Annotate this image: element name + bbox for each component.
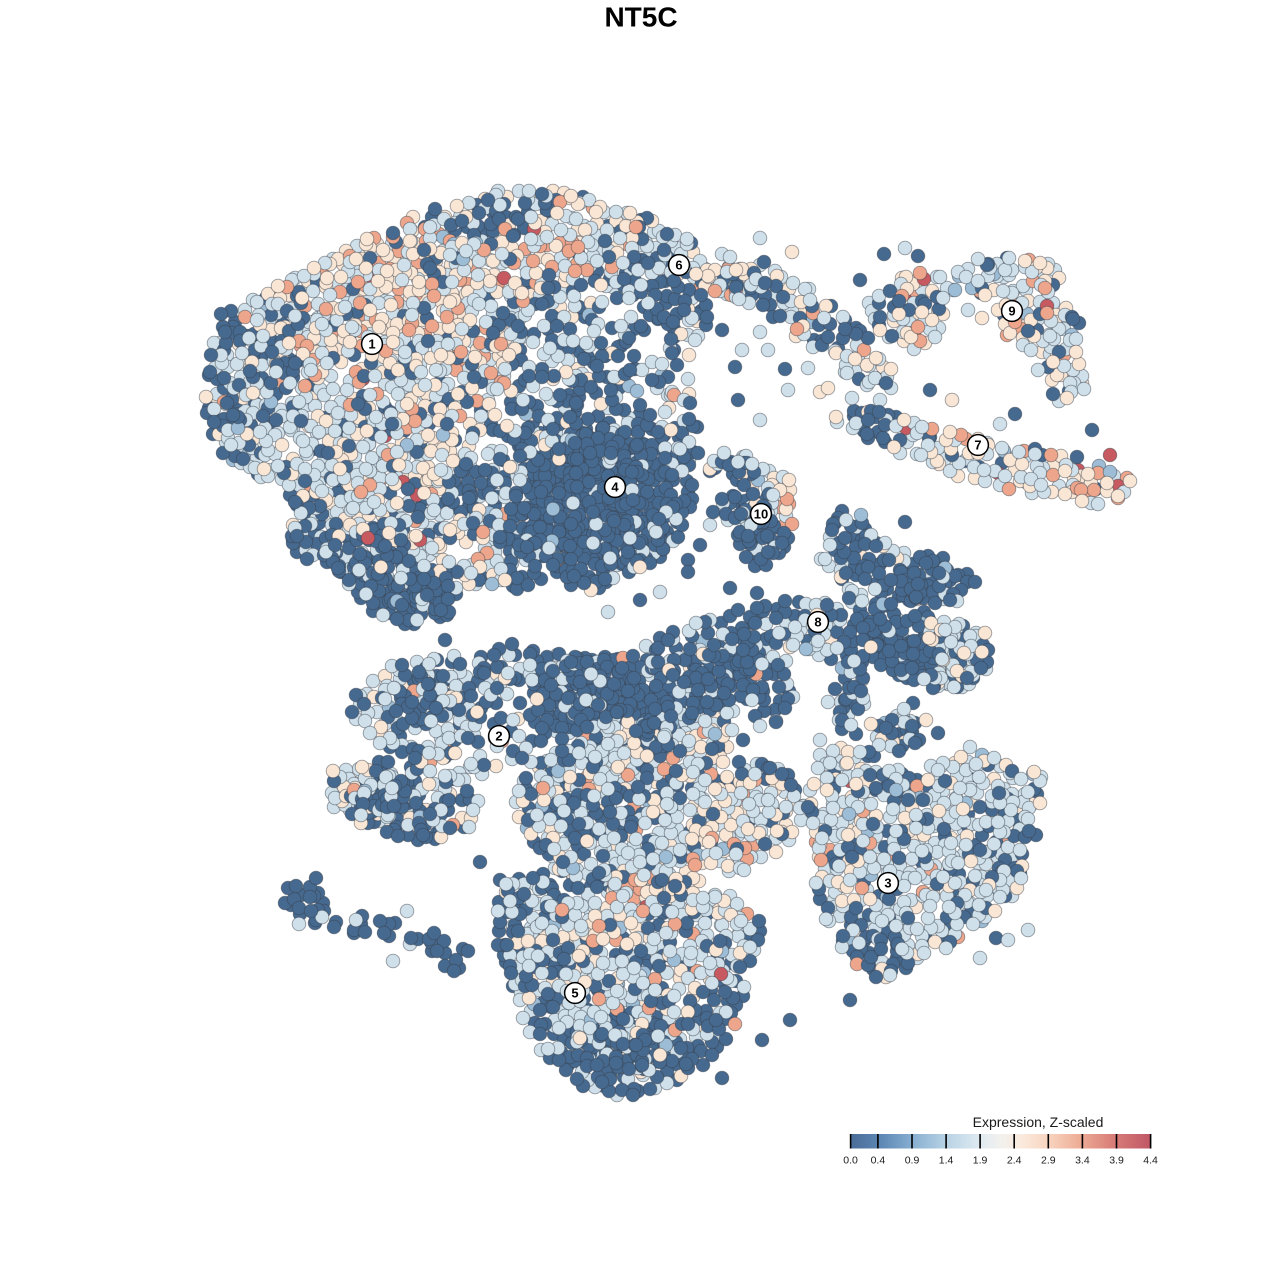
- svg-text:NT5C: NT5C: [604, 2, 677, 33]
